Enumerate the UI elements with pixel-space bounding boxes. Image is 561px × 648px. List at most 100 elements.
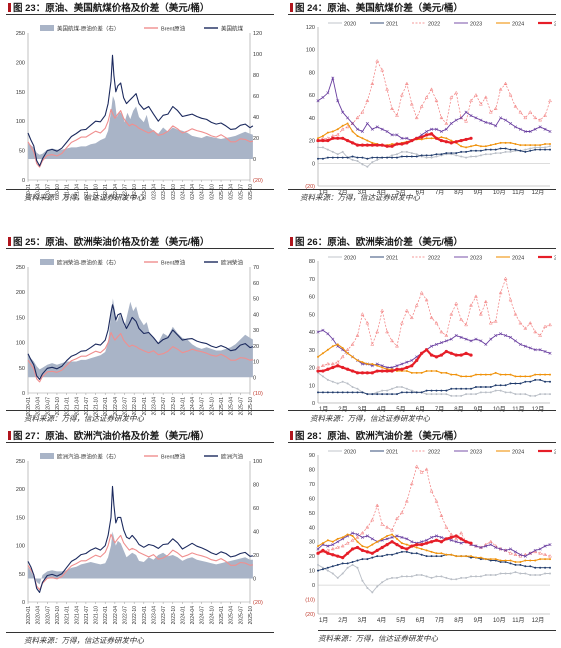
data-point — [414, 115, 419, 120]
data-point — [519, 393, 522, 396]
data-point — [400, 136, 404, 140]
data-point — [419, 470, 424, 474]
data-point — [460, 394, 463, 397]
chart-panel-23: 图 23：原油、美国航煤价格及价差（美元/桶） 美国航煤-原油价差（右） Bren… — [6, 0, 274, 205]
data-point — [445, 576, 448, 579]
data-point — [331, 365, 335, 370]
data-point — [449, 122, 453, 126]
data-point — [494, 152, 497, 155]
data-point — [420, 573, 423, 576]
data-point — [375, 369, 379, 373]
data-point — [469, 98, 473, 103]
data-point — [494, 389, 497, 392]
data-point — [415, 371, 418, 374]
data-point — [450, 387, 453, 390]
y-tick-label-left: 100 — [16, 341, 25, 347]
data-point — [366, 586, 369, 589]
x-tick-label: 2020-01 — [26, 606, 32, 625]
data-point — [528, 129, 532, 133]
data-point — [518, 127, 522, 131]
data-point — [534, 573, 537, 576]
data-point — [341, 536, 344, 539]
data-point — [450, 152, 453, 155]
data-point — [484, 148, 487, 151]
data-point — [341, 562, 344, 565]
x-tick-label: 8月 — [454, 406, 463, 413]
series-line — [317, 465, 551, 557]
chart-svg-26: 2020 2021 2022 2023 2024 2025 0 10 20 30 40 50 60 70 8… — [309, 256, 556, 414]
data-point — [410, 155, 413, 158]
data-point — [524, 144, 527, 147]
data-point — [523, 129, 527, 133]
data-point — [494, 384, 497, 387]
x-tick-label: 10月 — [493, 406, 506, 413]
data-point — [361, 391, 364, 394]
data-point — [346, 566, 349, 569]
data-point — [395, 393, 398, 396]
x-tick-label: 10月 — [493, 617, 506, 624]
data-point — [454, 353, 458, 357]
y-tick-label-right: 60 — [253, 506, 259, 512]
data-point — [316, 369, 320, 373]
data-point — [350, 342, 355, 346]
data-point — [523, 554, 527, 558]
data-point — [484, 386, 487, 389]
data-point — [455, 555, 458, 558]
data-point — [395, 516, 399, 520]
data-point — [504, 384, 507, 387]
x-tick-label: 6月 — [416, 617, 425, 624]
data-point — [459, 537, 463, 541]
x-tick-label: 2月 — [338, 189, 347, 196]
data-point — [478, 312, 483, 316]
data-point — [331, 380, 334, 383]
data-point — [410, 552, 413, 555]
data-point — [390, 369, 394, 373]
data-point — [465, 576, 468, 579]
data-point — [326, 544, 330, 548]
data-point — [449, 532, 454, 536]
data-point — [326, 367, 330, 371]
data-point — [544, 373, 547, 376]
data-point — [444, 140, 448, 144]
data-point — [415, 391, 418, 394]
legend-label: Brent原油 — [161, 25, 186, 33]
data-point — [469, 303, 473, 307]
data-point — [529, 380, 532, 383]
data-point — [454, 536, 459, 541]
data-point — [341, 380, 344, 383]
y-tick-label-right: (20) — [253, 600, 263, 606]
data-point — [366, 362, 369, 365]
data-point — [366, 157, 369, 160]
data-point — [474, 294, 478, 298]
data-point — [539, 393, 542, 396]
data-point — [450, 553, 453, 556]
data-point — [450, 373, 453, 376]
data-point — [420, 553, 423, 556]
data-point — [479, 145, 482, 148]
data-point — [444, 349, 448, 354]
data-point — [346, 138, 350, 143]
data-point — [544, 566, 547, 569]
data-point — [504, 559, 507, 562]
data-point — [509, 559, 512, 562]
data-point — [504, 141, 507, 144]
data-point — [430, 370, 433, 373]
data-point — [524, 559, 527, 562]
data-point — [420, 540, 424, 544]
data-point — [361, 579, 364, 582]
data-point — [390, 535, 394, 539]
y-tick-label: 50 — [309, 312, 315, 318]
data-point — [434, 98, 439, 103]
data-point — [326, 138, 330, 143]
data-point — [543, 544, 547, 548]
data-point — [459, 335, 463, 339]
data-point — [316, 138, 320, 143]
y-tick-label: 30 — [309, 348, 315, 354]
data-point — [316, 330, 320, 334]
title-rule — [288, 442, 556, 443]
legend-label: 2025 — [554, 256, 556, 262]
data-point — [425, 549, 428, 552]
data-point — [509, 562, 512, 565]
data-point — [455, 578, 458, 581]
data-point — [381, 581, 384, 584]
